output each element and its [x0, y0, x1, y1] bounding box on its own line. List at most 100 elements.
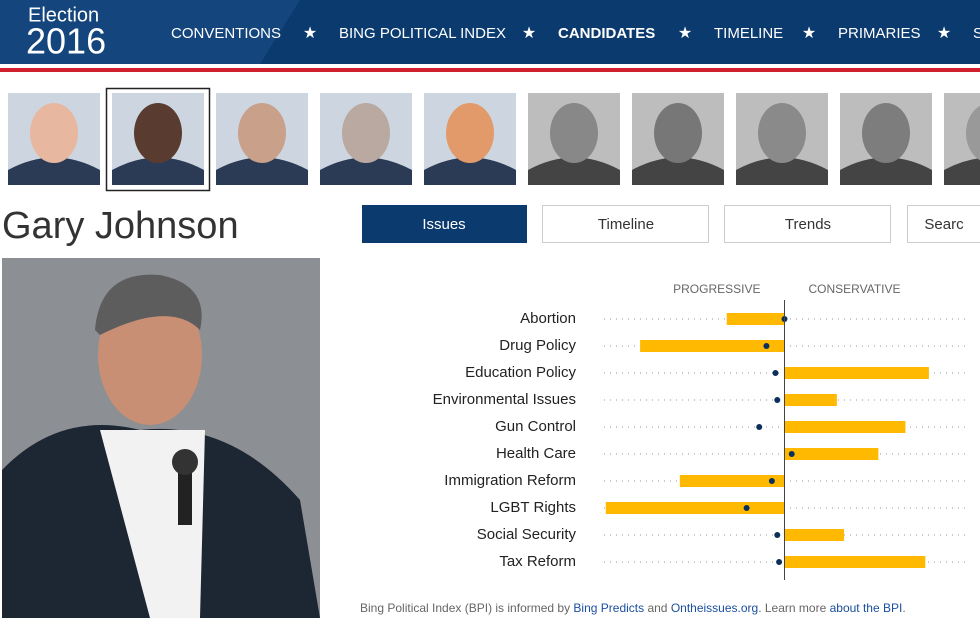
- position-marker: [774, 532, 781, 538]
- bar: [640, 340, 785, 352]
- position-marker: [772, 370, 779, 376]
- footer-link[interactable]: Ontheissues.org: [671, 601, 758, 615]
- nav-star: ★: [937, 25, 951, 42]
- position-marker: [743, 505, 750, 511]
- candidate-thumb[interactable]: [528, 93, 620, 185]
- thumb-face: [966, 105, 980, 161]
- thumb-face: [862, 103, 910, 163]
- thumb-body: [320, 157, 412, 185]
- nav-item[interactable]: TIMELINE: [714, 25, 783, 42]
- nav-item[interactable]: CONVENTIONS: [171, 25, 281, 42]
- tab[interactable]: [542, 205, 709, 243]
- nav-item[interactable]: BING POLITICAL INDEX: [339, 25, 506, 42]
- position-marker: [776, 559, 783, 565]
- logo-year: 2016: [26, 21, 106, 62]
- footer-text: Bing Political Index (BPI) is informed b…: [360, 601, 573, 615]
- logo-text: Election: [28, 4, 99, 26]
- tab-label[interactable]: Issues: [422, 216, 465, 233]
- tab[interactable]: [907, 205, 980, 243]
- tab-label[interactable]: Trends: [785, 216, 831, 233]
- tab-label[interactable]: Searc: [924, 216, 964, 233]
- tab-active[interactable]: [362, 205, 527, 243]
- chart-heading: CONSERVATIVE: [809, 282, 901, 296]
- stripe: [0, 65, 980, 68]
- thumb-body: [424, 157, 516, 185]
- thumb-body: [112, 157, 204, 185]
- thumb-face: [238, 103, 286, 163]
- thumb-body: [840, 157, 932, 185]
- nav-item[interactable]: PRIMARIES: [838, 25, 921, 42]
- candidate-thumb[interactable]: [216, 93, 308, 185]
- candidate-name: Gary Johnson: [2, 205, 239, 247]
- thumb-body: [632, 157, 724, 185]
- position-marker: [763, 343, 770, 349]
- candidate-thumb[interactable]: [736, 93, 828, 185]
- category-label: Drug Policy: [499, 337, 576, 354]
- nav-item[interactable]: CANDIDATES: [558, 25, 655, 42]
- thumb-face: [30, 103, 78, 163]
- category-label: Environmental Issues: [433, 391, 576, 408]
- thumb-body: [528, 157, 620, 185]
- nav-star: ★: [678, 25, 692, 42]
- nav-star: ★: [522, 25, 536, 42]
- bar: [605, 502, 785, 514]
- category-label: Gun Control: [495, 418, 576, 435]
- position-marker: [768, 478, 775, 484]
- thumb-face: [134, 103, 182, 163]
- bar: [784, 529, 845, 541]
- nav-item[interactable]: S: [973, 25, 980, 42]
- photo-mic: [172, 449, 198, 475]
- category-label: Social Security: [477, 526, 577, 543]
- bar: [784, 448, 879, 460]
- thumb-face: [446, 103, 494, 163]
- stripe: [0, 68, 980, 72]
- thumb-body: [944, 158, 980, 185]
- footer-text: and: [644, 601, 671, 615]
- bar: [784, 394, 837, 406]
- position-marker: [774, 397, 781, 403]
- chart-heading: PROGRESSIVE: [673, 282, 760, 296]
- thumb-face: [654, 103, 702, 163]
- bar: [679, 475, 785, 487]
- category-label: Immigration Reform: [444, 472, 576, 489]
- candidate-thumb[interactable]: [320, 93, 412, 185]
- category-label: Abortion: [520, 310, 576, 327]
- candidate-thumb[interactable]: [8, 93, 100, 185]
- bar: [784, 556, 926, 568]
- thumb-body: [8, 157, 100, 185]
- footer-note: Bing Political Index (BPI) is informed b…: [360, 601, 906, 615]
- logo-flag: [0, 0, 300, 64]
- thumb-body: [216, 157, 308, 185]
- category-label: Health Care: [496, 445, 576, 462]
- footer-link[interactable]: Bing Predicts: [573, 601, 644, 615]
- thumb-body: [736, 157, 828, 185]
- tab-label[interactable]: Timeline: [598, 216, 654, 233]
- category-label: LGBT Rights: [490, 499, 576, 516]
- photo-hair: [95, 274, 202, 335]
- position-marker: [788, 451, 795, 457]
- bar: [726, 313, 785, 325]
- candidate-thumb[interactable]: [944, 93, 980, 185]
- nav-star: ★: [802, 25, 816, 42]
- footer-text: .: [902, 601, 905, 615]
- footer-link[interactable]: about the BPI: [830, 601, 903, 615]
- thumb-face: [342, 103, 390, 163]
- thumb-face: [550, 103, 598, 163]
- nav-star: ★: [303, 25, 317, 42]
- thumb-selected: [105, 87, 211, 192]
- candidate-thumb[interactable]: [632, 93, 724, 185]
- candidate-thumb[interactable]: [840, 93, 932, 185]
- footer-text: . Learn more: [758, 601, 829, 615]
- category-label: Tax Reform: [499, 553, 576, 570]
- tab[interactable]: [724, 205, 891, 243]
- candidate-photo: [2, 258, 320, 618]
- thumb-face: [758, 103, 806, 163]
- position-marker: [756, 424, 763, 430]
- bar: [784, 421, 906, 433]
- bar: [784, 367, 929, 379]
- candidate-thumb[interactable]: [424, 93, 516, 185]
- candidate-thumb[interactable]: [112, 93, 204, 185]
- category-label: Education Policy: [465, 364, 576, 381]
